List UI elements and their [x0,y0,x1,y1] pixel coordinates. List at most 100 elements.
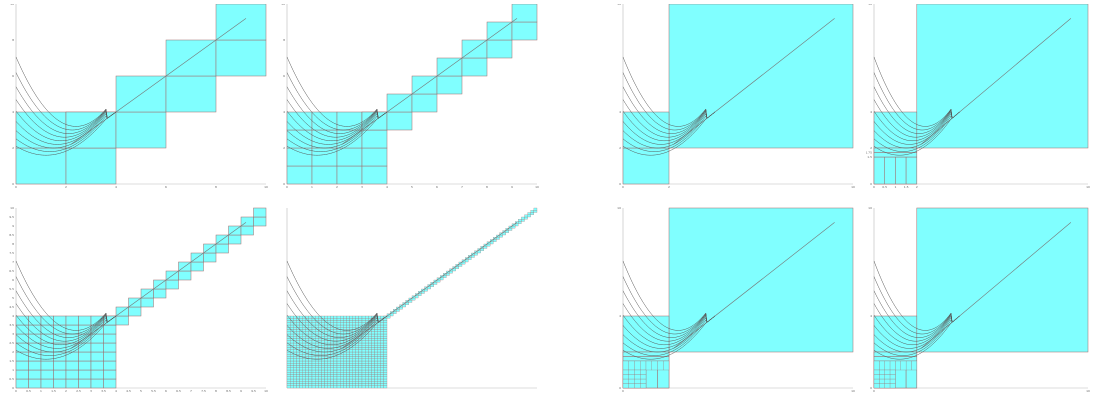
grid-cell [361,129,388,149]
grid-cell [286,385,291,389]
grid-cell [361,340,366,344]
grid-cell [318,369,322,373]
x-tick-label: 0 [873,185,875,189]
x-tick-label: 0 [873,389,875,393]
grid-cell [315,372,319,375]
curve-series [286,315,388,353]
grid-cell [511,225,516,229]
grid-cell [873,374,880,380]
grid-cell [286,383,291,386]
grid-cell [657,360,664,371]
y-tick-label: 4 [283,110,285,114]
grid-cell [377,324,381,328]
x-tick-label: 10 [851,389,855,393]
grid-cell [374,336,378,339]
y-tick-label: 2 [12,350,14,354]
grid-cell [349,360,353,364]
y-tick-label: 2 [870,146,872,150]
curve-series [286,110,388,142]
grid-cell [380,385,384,389]
grid-cell [15,378,29,389]
grid-cell [336,363,341,366]
grid-cell [327,365,331,368]
grid-cell [346,327,350,330]
grid-cell [343,385,347,389]
grid-cell [383,372,388,375]
grid-cell [365,356,369,359]
grid-cell [299,327,303,330]
y-tick-label: 1.75 [866,151,872,155]
grid-cell [361,320,366,323]
grid-cell [349,376,353,380]
grid-cell [336,165,363,185]
grid-cell [355,383,359,386]
grid-cell [468,257,472,260]
chart-panel-3: 0 0.5 1 1.5 2 2.5 3 3.5 4 4.5 5 5.5 6 6.5 7 7.5 8 8.5 9 9.5… [9,206,268,393]
grid-cell [349,378,353,382]
grid-cell [286,340,291,344]
grid-cell [415,295,419,299]
grid-cell [380,365,384,368]
curve-series [873,315,960,360]
grid-cell [336,365,341,368]
grid-cell [380,360,384,364]
curve-series [622,315,716,356]
grid-cell [352,365,356,368]
grid-cell [330,363,334,366]
grid-cell [305,381,309,384]
curve-series [622,315,716,349]
grid-cell [377,340,381,344]
grid-cell [305,374,309,377]
grid-cell [65,315,79,326]
grid-cell [361,381,366,384]
grid-cell [324,351,328,355]
y-tick-label: 7.5 [9,251,14,255]
grid-cell [90,369,104,380]
grid-cell [315,385,319,389]
grid-cell [352,354,356,357]
grid-cell [452,268,456,272]
grid-cell [65,324,79,335]
grid-cell [308,318,313,321]
grid-cell [622,147,670,185]
grid-cell [327,363,331,366]
grid-cell [374,374,378,377]
x-tick-label: 0 [622,185,624,189]
grid-cell [290,347,294,350]
y-tick-label: 10 [281,4,285,6]
grid-cell [374,354,378,357]
grid-cell [361,354,366,357]
curve-series [286,315,388,356]
grid-cell [327,372,331,375]
grid-cell [349,374,353,377]
y-tick-label: 8 [12,38,14,42]
grid-cell [343,327,347,330]
grid-cell [628,383,635,389]
grid-cell [324,367,328,371]
grid-cell [299,376,303,380]
x-tick-label: 7 [461,185,463,189]
grid-cell [53,333,67,344]
grid-cell [358,322,363,326]
grid-cell [318,338,322,341]
grid-cell [296,331,300,335]
grid-cell [311,165,338,185]
grid-cell [383,378,388,382]
curve-series [873,315,960,349]
grid-cell [349,365,353,368]
grid-cell [421,291,425,294]
grid-cell [343,333,347,337]
grid-cell [377,354,381,357]
curve-series [15,315,117,353]
grid-cell [253,216,267,227]
grid-cell [302,378,306,382]
curve-series [622,276,716,335]
grid-cell [368,342,372,346]
grid-cell [290,315,294,319]
grid-cell [368,376,372,380]
grid-cell [308,327,313,330]
grid-cell [302,342,306,346]
grid-cell [290,378,294,382]
